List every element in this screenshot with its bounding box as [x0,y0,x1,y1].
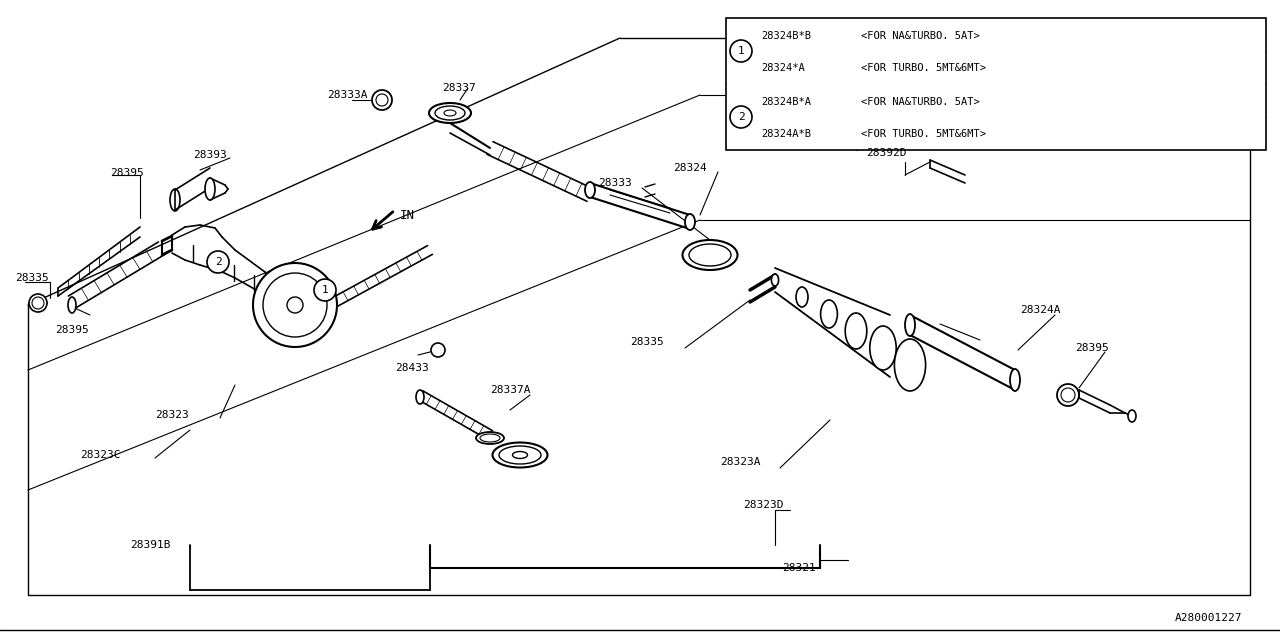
Ellipse shape [772,274,778,286]
Text: 28324: 28324 [673,163,707,173]
Text: <FOR NA&TURBO. 5AT>: <FOR NA&TURBO. 5AT> [861,31,979,41]
Circle shape [730,40,753,62]
Text: 28393: 28393 [193,150,227,160]
Text: 28337: 28337 [442,83,476,93]
Ellipse shape [895,339,925,391]
Text: <FOR NA&TURBO. 5AT>: <FOR NA&TURBO. 5AT> [861,97,979,107]
Ellipse shape [870,326,896,370]
Text: 28323D: 28323D [742,500,783,510]
Text: 28324B*A: 28324B*A [762,97,812,107]
Text: 28324*A: 28324*A [762,63,805,73]
Text: 28395: 28395 [1075,343,1108,353]
Ellipse shape [685,214,695,230]
Text: 28337A: 28337A [490,385,530,395]
Circle shape [372,90,392,110]
Text: 28395: 28395 [55,325,88,335]
Text: 2: 2 [737,112,745,122]
Ellipse shape [205,178,215,200]
Text: 28333A: 28333A [326,90,367,100]
Ellipse shape [68,297,76,313]
Text: 28335: 28335 [15,273,49,283]
Circle shape [431,343,445,357]
Text: 28323A: 28323A [721,457,760,467]
Text: 28324A: 28324A [1020,305,1061,315]
Text: 28323: 28323 [155,410,188,420]
Ellipse shape [820,300,837,328]
Ellipse shape [585,182,595,198]
Text: 1: 1 [737,46,745,56]
Ellipse shape [845,313,867,349]
Ellipse shape [1128,410,1137,422]
Text: 28392D: 28392D [867,148,906,158]
Circle shape [29,294,47,312]
Text: 28395: 28395 [110,168,143,178]
Ellipse shape [416,390,424,404]
Bar [726,18,1266,150]
Text: <FOR TURBO. 5MT&6MT>: <FOR TURBO. 5MT&6MT> [861,129,986,139]
Text: <FOR TURBO. 5MT&6MT>: <FOR TURBO. 5MT&6MT> [861,63,986,73]
Text: 28333: 28333 [598,178,632,188]
Text: 28324B*B: 28324B*B [762,31,812,41]
Text: 28324A*B: 28324A*B [762,129,812,139]
Text: 28391B: 28391B [131,540,170,550]
Text: 28433: 28433 [396,363,429,373]
Circle shape [1057,384,1079,406]
Ellipse shape [493,442,548,467]
Text: A280001227: A280001227 [1175,613,1243,623]
Circle shape [730,106,753,128]
Text: 28323C: 28323C [81,450,120,460]
Text: IN: IN [401,209,415,221]
Ellipse shape [1010,369,1020,391]
Circle shape [253,263,337,347]
Text: 2: 2 [215,257,221,267]
Ellipse shape [429,103,471,123]
Circle shape [207,251,229,273]
Text: 1: 1 [321,285,329,295]
Ellipse shape [905,314,915,336]
Circle shape [314,279,337,301]
Ellipse shape [796,287,808,307]
Text: 28335: 28335 [630,337,664,347]
Text: 28321: 28321 [782,563,815,573]
Ellipse shape [476,432,504,444]
Ellipse shape [682,240,737,270]
